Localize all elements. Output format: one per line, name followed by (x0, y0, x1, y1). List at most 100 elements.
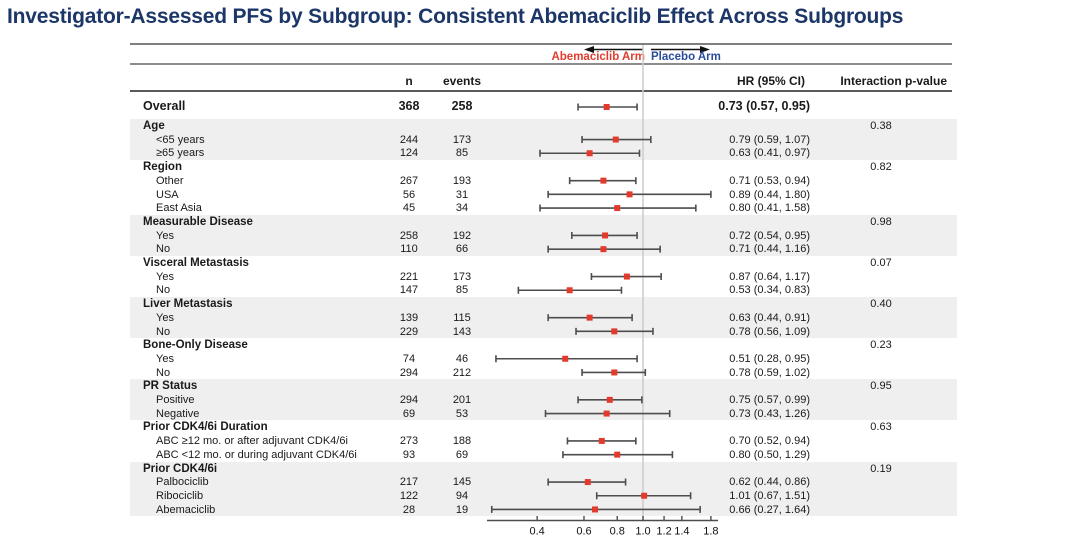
row-label: ABC ≥12 mo. or after adjuvant CDK4/6i (156, 435, 348, 448)
section-p-value: 0.38 (870, 120, 892, 132)
section-shading-band (130, 119, 957, 161)
row-label: Positive (156, 394, 195, 406)
row-hr-ci: 0.80 (0.50, 1.29) (729, 448, 810, 461)
row-label: Other (156, 174, 184, 187)
row-events: 193 (452, 174, 472, 187)
row-n: 244 (399, 133, 419, 146)
row-label: USA (156, 188, 179, 201)
table-rule-top (130, 43, 952, 45)
section-header: Bone-Only Disease (143, 339, 248, 352)
row-label: <65 years (156, 133, 205, 146)
axis-tick-label: 1.4 (674, 526, 689, 538)
row-events: 143 (452, 325, 472, 338)
section-shading-band (130, 214, 957, 256)
row-events: 201 (452, 394, 472, 406)
row-events: 85 (455, 147, 469, 160)
row-n: 139 (399, 311, 419, 324)
row-hr-ci: 0.79 (0.59, 1.07) (729, 133, 810, 146)
row-events: 115 (453, 311, 471, 324)
row-n: 294 (399, 394, 419, 406)
row-n: 267 (399, 174, 419, 187)
section-header: Visceral Metastasis (143, 257, 249, 269)
section-p-value: 0.95 (870, 380, 892, 393)
row-hr-ci: 0.63 (0.44, 0.91) (729, 311, 810, 324)
row-events: 145 (452, 476, 472, 489)
row-label: Yes (156, 229, 174, 242)
row-label: ≥65 years (156, 147, 205, 160)
row-label: Overall (143, 99, 186, 113)
row-events: 94 (455, 489, 469, 502)
abemaciclib-arm-arrow-icon (584, 46, 643, 53)
row-hr-ci: 0.71 (0.44, 1.16) (729, 243, 810, 256)
row-label: Yes (156, 352, 174, 365)
row-events: 85 (455, 284, 469, 297)
row-events: 46 (455, 352, 469, 365)
table-rule-header-bottom (130, 90, 952, 92)
row-events: 212 (452, 366, 472, 379)
row-label: Yes (156, 270, 174, 283)
row-hr-ci: 0.89 (0.44, 1.80) (729, 188, 810, 201)
row-n: 122 (399, 489, 419, 502)
section-p-value: 0.40 (870, 298, 892, 311)
column-header-interaction-p: Interaction p-value (840, 74, 947, 88)
section-p-value: 0.07 (870, 257, 892, 269)
row-n: 229 (399, 325, 419, 338)
axis-tick-label: 1.8 (703, 526, 718, 538)
row-events: 188 (452, 435, 472, 448)
row-n: 45 (402, 202, 416, 215)
axis-tick-label: 0.4 (529, 526, 544, 538)
axis-tick-label: 1.0 (635, 526, 650, 538)
row-hr-ci: 0.66 (0.27, 1.64) (729, 503, 810, 516)
section-p-value: 0.98 (870, 215, 892, 228)
row-events: 192 (452, 229, 472, 242)
axis-tick-label: 0.6 (576, 526, 591, 538)
placebo-arm-arrow-icon (651, 46, 710, 53)
row-hr-ci: 0.75 (0.57, 0.99) (729, 394, 810, 406)
section-p-value: 0.63 (870, 421, 892, 434)
row-events: 53 (455, 407, 469, 420)
row-label: No (156, 284, 171, 297)
row-hr-ci: 0.63 (0.41, 0.97) (729, 147, 810, 160)
row-events: 258 (451, 99, 473, 113)
row-hr-ci: 0.62 (0.44, 0.86) (729, 476, 810, 489)
section-p-value: 0.19 (870, 462, 892, 475)
row-label: No (156, 366, 171, 379)
row-n: 221 (399, 270, 419, 283)
section-header: Region (143, 161, 182, 174)
row-n: 217 (399, 476, 419, 489)
section-header: Liver Metastasis (143, 298, 233, 311)
row-hr-ci: 0.71 (0.53, 0.94) (729, 174, 810, 187)
axis-tick-label: 0.8 (610, 526, 625, 538)
row-n: 74 (402, 352, 416, 365)
row-hr-ci: 0.73 (0.57, 0.95) (718, 99, 810, 113)
row-hr-ci: 0.80 (0.41, 1.58) (729, 202, 810, 215)
row-hr-ci: 0.70 (0.52, 0.94) (729, 435, 810, 448)
column-header-n: n (405, 74, 413, 88)
row-hr-ci: 0.78 (0.56, 1.09) (729, 325, 810, 338)
page-title: Investigator-Assessed PFS by Subgroup: C… (7, 5, 904, 28)
row-n: 124 (399, 147, 419, 160)
row-events: 66 (455, 243, 469, 256)
row-events: 173 (452, 270, 472, 283)
row-hr-ci: 0.51 (0.28, 0.95) (729, 352, 810, 365)
row-hr-ci: 0.87 (0.64, 1.17) (729, 270, 810, 283)
row-label: ABC <12 mo. or during adjuvant CDK4/6i (156, 448, 357, 461)
row-label: Negative (156, 407, 200, 420)
row-n: 69 (402, 407, 416, 420)
column-header-events: events (442, 74, 482, 88)
row-events: 19 (455, 503, 469, 516)
row-events: 69 (455, 448, 469, 461)
row-hr-ci: 1.01 (0.67, 1.51) (729, 489, 810, 502)
row-label: No (156, 325, 171, 338)
row-hr-ci: 0.53 (0.34, 0.83) (729, 284, 810, 297)
row-n: 93 (402, 448, 416, 461)
row-events: 34 (455, 202, 469, 215)
row-hr-ci: 0.72 (0.54, 0.95) (729, 229, 810, 242)
table-rule-mid (130, 63, 952, 65)
row-label: Palbociclib (156, 476, 209, 489)
row-n: 147 (399, 284, 419, 297)
row-n: 368 (398, 99, 420, 113)
section-header: Prior CDK4/6i Duration (143, 421, 268, 434)
section-p-value: 0.82 (870, 161, 892, 174)
